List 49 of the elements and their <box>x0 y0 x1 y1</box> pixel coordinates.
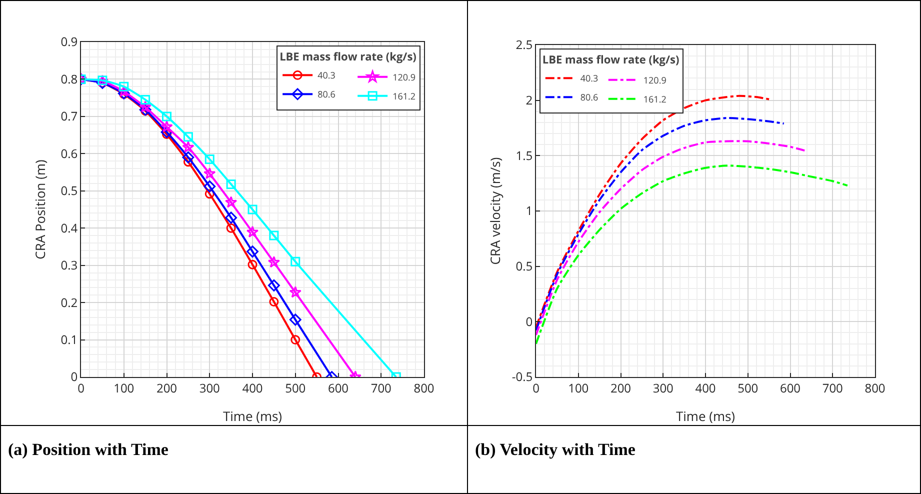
legend-label: 120.9 <box>643 73 666 86</box>
legend-label: 161.2 <box>392 89 416 102</box>
y-tick-label: 1 <box>526 202 533 220</box>
legend-label: 80.6 <box>580 90 598 104</box>
x-tick-label: 700 <box>370 379 392 396</box>
y-tick-label: 0.2 <box>60 294 78 311</box>
x-tick-label: 300 <box>652 379 674 396</box>
x-tick-label: 300 <box>199 379 220 396</box>
y-tick-label: 0.1 <box>60 330 78 348</box>
x-axis-title: Time (ms) <box>676 407 736 425</box>
x-tick-label: 100 <box>568 379 589 396</box>
x-tick-label: 500 <box>738 379 758 396</box>
x-tick-label: 500 <box>285 379 306 396</box>
x-axis-title: Time (ms) <box>222 407 282 425</box>
y-axis-title: CRA velocity (m/s) <box>486 157 504 265</box>
y-tick-label: 0.5 <box>60 182 78 200</box>
legend-label: 161.2 <box>643 92 666 106</box>
text: (a) Position with Time <box>8 440 168 460</box>
y-tick-label: 0.9 <box>60 33 78 50</box>
y-tick-label: 0 <box>526 312 533 330</box>
x-tick-label: 200 <box>156 379 178 396</box>
legend-label: 40.3 <box>580 72 598 85</box>
y-tick-label: 0.6 <box>60 144 78 162</box>
x-tick-label: 400 <box>242 379 263 396</box>
legend-title: LBE mass flow rate (kg/s) <box>280 50 417 65</box>
y-tick-label: 1.5 <box>516 146 533 164</box>
y-tick-label: 2 <box>526 92 533 109</box>
y-tick-label: 0.7 <box>60 108 78 125</box>
legend-label: 80.6 <box>318 88 336 101</box>
x-tick-label: 100 <box>114 379 134 396</box>
x-tick-label: 600 <box>780 379 801 396</box>
y-tick-label: 0.4 <box>60 219 78 236</box>
x-tick-label: 200 <box>610 379 632 396</box>
text: (b) Velocity with Time <box>475 440 636 460</box>
legend-label: 40.3 <box>318 68 336 82</box>
y-tick-label: 0.5 <box>516 258 533 275</box>
y-tick-label: -0.5 <box>512 368 533 386</box>
y-axis-title: CRA Position (m) <box>31 159 49 260</box>
x-tick-label: 400 <box>695 379 716 396</box>
x-tick-label: 700 <box>822 379 844 396</box>
x-tick-label: 800 <box>864 379 886 396</box>
legend-title: LBE mass flow rate (kg/s) <box>542 52 680 68</box>
x-tick-label: 600 <box>328 379 349 396</box>
y-tick-label: 2.5 <box>516 36 533 54</box>
y-tick-label: 0.8 <box>60 70 78 88</box>
y-tick-label: 0.3 <box>60 256 78 274</box>
x-tick-label: 800 <box>414 379 434 396</box>
y-tick-label: 0 <box>70 368 78 386</box>
legend-label: 120.9 <box>392 70 416 84</box>
